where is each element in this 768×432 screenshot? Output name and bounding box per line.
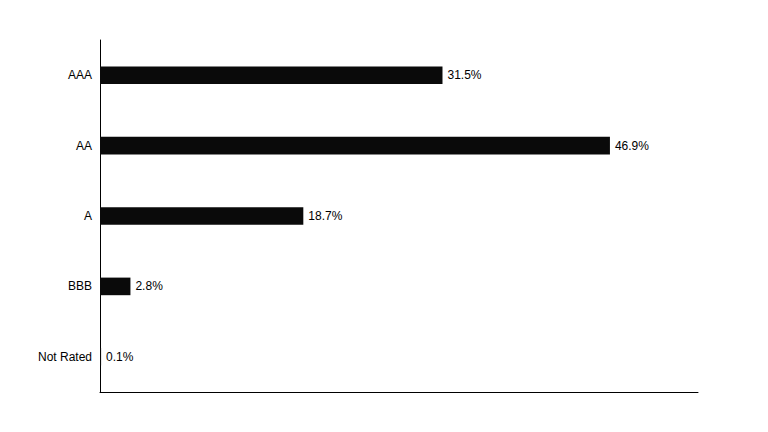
svg-text:31.5%: 31.5% bbox=[447, 68, 481, 82]
svg-text:0.1%: 0.1% bbox=[106, 350, 134, 364]
svg-text:18.7%: 18.7% bbox=[308, 209, 342, 223]
svg-text:AA: AA bbox=[76, 139, 92, 153]
svg-text:AAA: AAA bbox=[68, 68, 92, 82]
svg-text:A: A bbox=[84, 209, 92, 223]
svg-text:Not Rated: Not Rated bbox=[38, 350, 92, 364]
svg-text:46.9%: 46.9% bbox=[615, 139, 649, 153]
svg-text:2.8%: 2.8% bbox=[135, 279, 163, 293]
svg-text:BBB: BBB bbox=[68, 279, 92, 293]
